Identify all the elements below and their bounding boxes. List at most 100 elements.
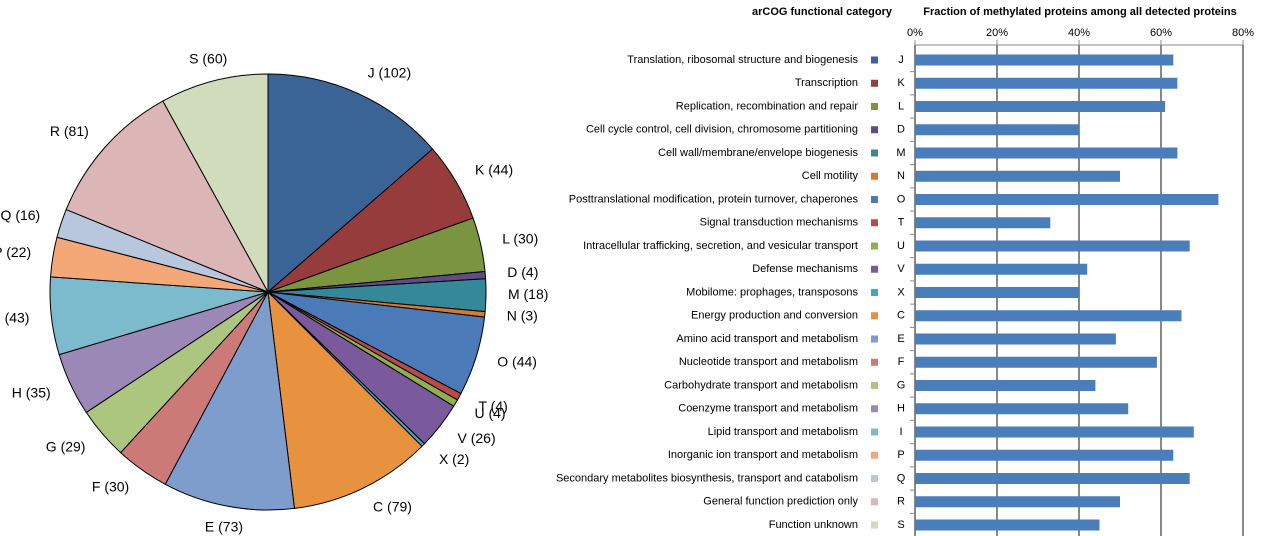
category-code: O [897,193,906,205]
category-label: Signal transduction mechanisms [700,217,859,229]
category-code: T [898,217,905,229]
category-code: V [897,263,905,275]
bar [915,333,1116,345]
slice-label: L (30) [502,230,538,246]
legend-swatch [871,428,878,436]
category-code: E [897,333,904,345]
category-header: arCOG functional category [752,6,893,18]
bar [915,217,1051,229]
bar [915,449,1174,461]
category-code: F [898,356,905,368]
slice-label: G (29) [46,439,86,455]
slice-label: Q (16) [1,207,41,223]
category-label: Cell motility [802,170,859,182]
legend-swatch [871,172,878,180]
slice-label: O (44) [497,354,537,370]
category-label: Energy production and conversion [691,310,858,322]
category-label: Nucleotide transport and metabolism [679,356,858,368]
bar [915,380,1096,391]
legend-swatch [871,79,878,87]
category-code: Q [897,472,906,484]
legend-swatch [871,405,878,413]
pie-slice [65,100,270,293]
legend-swatch [871,242,878,250]
slice-label: H (35) [12,385,51,401]
slice-label: X (2) [439,451,469,467]
category-label: Coenzyme transport and metabolism [678,403,858,415]
x-tick-label: 40% [1068,27,1090,39]
legend-swatch [871,196,878,203]
bar [915,54,1174,66]
slice-label: S (60) [189,50,227,66]
legend-swatch [871,451,878,459]
category-label: Intracellular trafficking, secretion, an… [583,240,858,252]
bar [915,101,1166,112]
slice-label: R (81) [50,123,89,139]
slice-label: C (79) [373,498,412,514]
legend-swatch [871,358,878,366]
category-code: X [897,286,905,298]
category-label: General function prediction only [703,496,858,508]
legend-swatch [871,521,878,529]
bar [915,356,1157,368]
bar [915,403,1129,415]
bar [915,240,1190,252]
bar [915,473,1190,484]
category-code: L [898,100,904,112]
legend-swatch [871,56,878,64]
category-label: Lipid transport and metabolism [708,426,858,438]
category-label: Amino acid transport and metabolism [676,333,858,345]
slice-label: D (4) [507,264,538,280]
bar [915,77,1178,89]
bar [915,287,1079,298]
category-code: M [896,147,905,159]
slice-label: E (73) [205,519,243,535]
category-label: Cell wall/membrane/envelope biogenesis [658,147,858,159]
legend-swatch [871,103,878,110]
slice-label: J (102) [368,64,412,80]
bar [915,426,1194,438]
slice-label: M (18) [508,286,548,302]
category-code: H [897,403,905,415]
category-code: K [897,77,905,89]
category-label: Defense mechanisms [752,263,858,275]
legend-swatch [871,289,878,296]
category-code: G [897,379,906,391]
category-label: Transcription [795,77,858,89]
x-tick-label: 20% [986,27,1008,39]
x-tick-label: 80% [1232,27,1254,39]
bar [915,147,1178,159]
category-code: U [897,240,905,252]
pie-slice [164,290,296,511]
slice-label: I (43) [0,309,29,325]
category-code: R [897,496,905,508]
category-label: Mobilome: prophages, transposons [686,286,858,298]
category-label: Cell cycle control, cell division, chrom… [586,124,858,136]
pie-slice [267,290,423,509]
x-tick-label: 60% [1150,27,1172,39]
category-code: J [898,54,904,66]
bar [915,310,1182,322]
bar [915,170,1120,182]
bar [915,519,1100,531]
legend-swatch [871,126,878,134]
x-axis-title: Fraction of methylated proteins among al… [923,6,1237,18]
bar [915,124,1079,136]
legend-swatch [871,219,878,227]
legend-swatch [871,335,878,343]
legend-swatch [871,475,878,482]
pie-slice [162,73,269,293]
slice-label: N (3) [507,307,538,323]
category-label: Inorganic ion transport and metabolism [668,449,858,461]
legend-swatch [871,265,878,273]
legend-swatch [871,382,878,389]
category-label: Replication, recombination and repair [676,100,859,112]
category-code: P [897,449,904,461]
legend-swatch [871,312,878,320]
pie-slice [267,73,434,294]
legend-swatch [871,149,878,157]
bar [915,194,1219,205]
category-label: Secondary metabolites biosynthesis, tran… [556,472,858,484]
category-code: I [899,426,902,438]
